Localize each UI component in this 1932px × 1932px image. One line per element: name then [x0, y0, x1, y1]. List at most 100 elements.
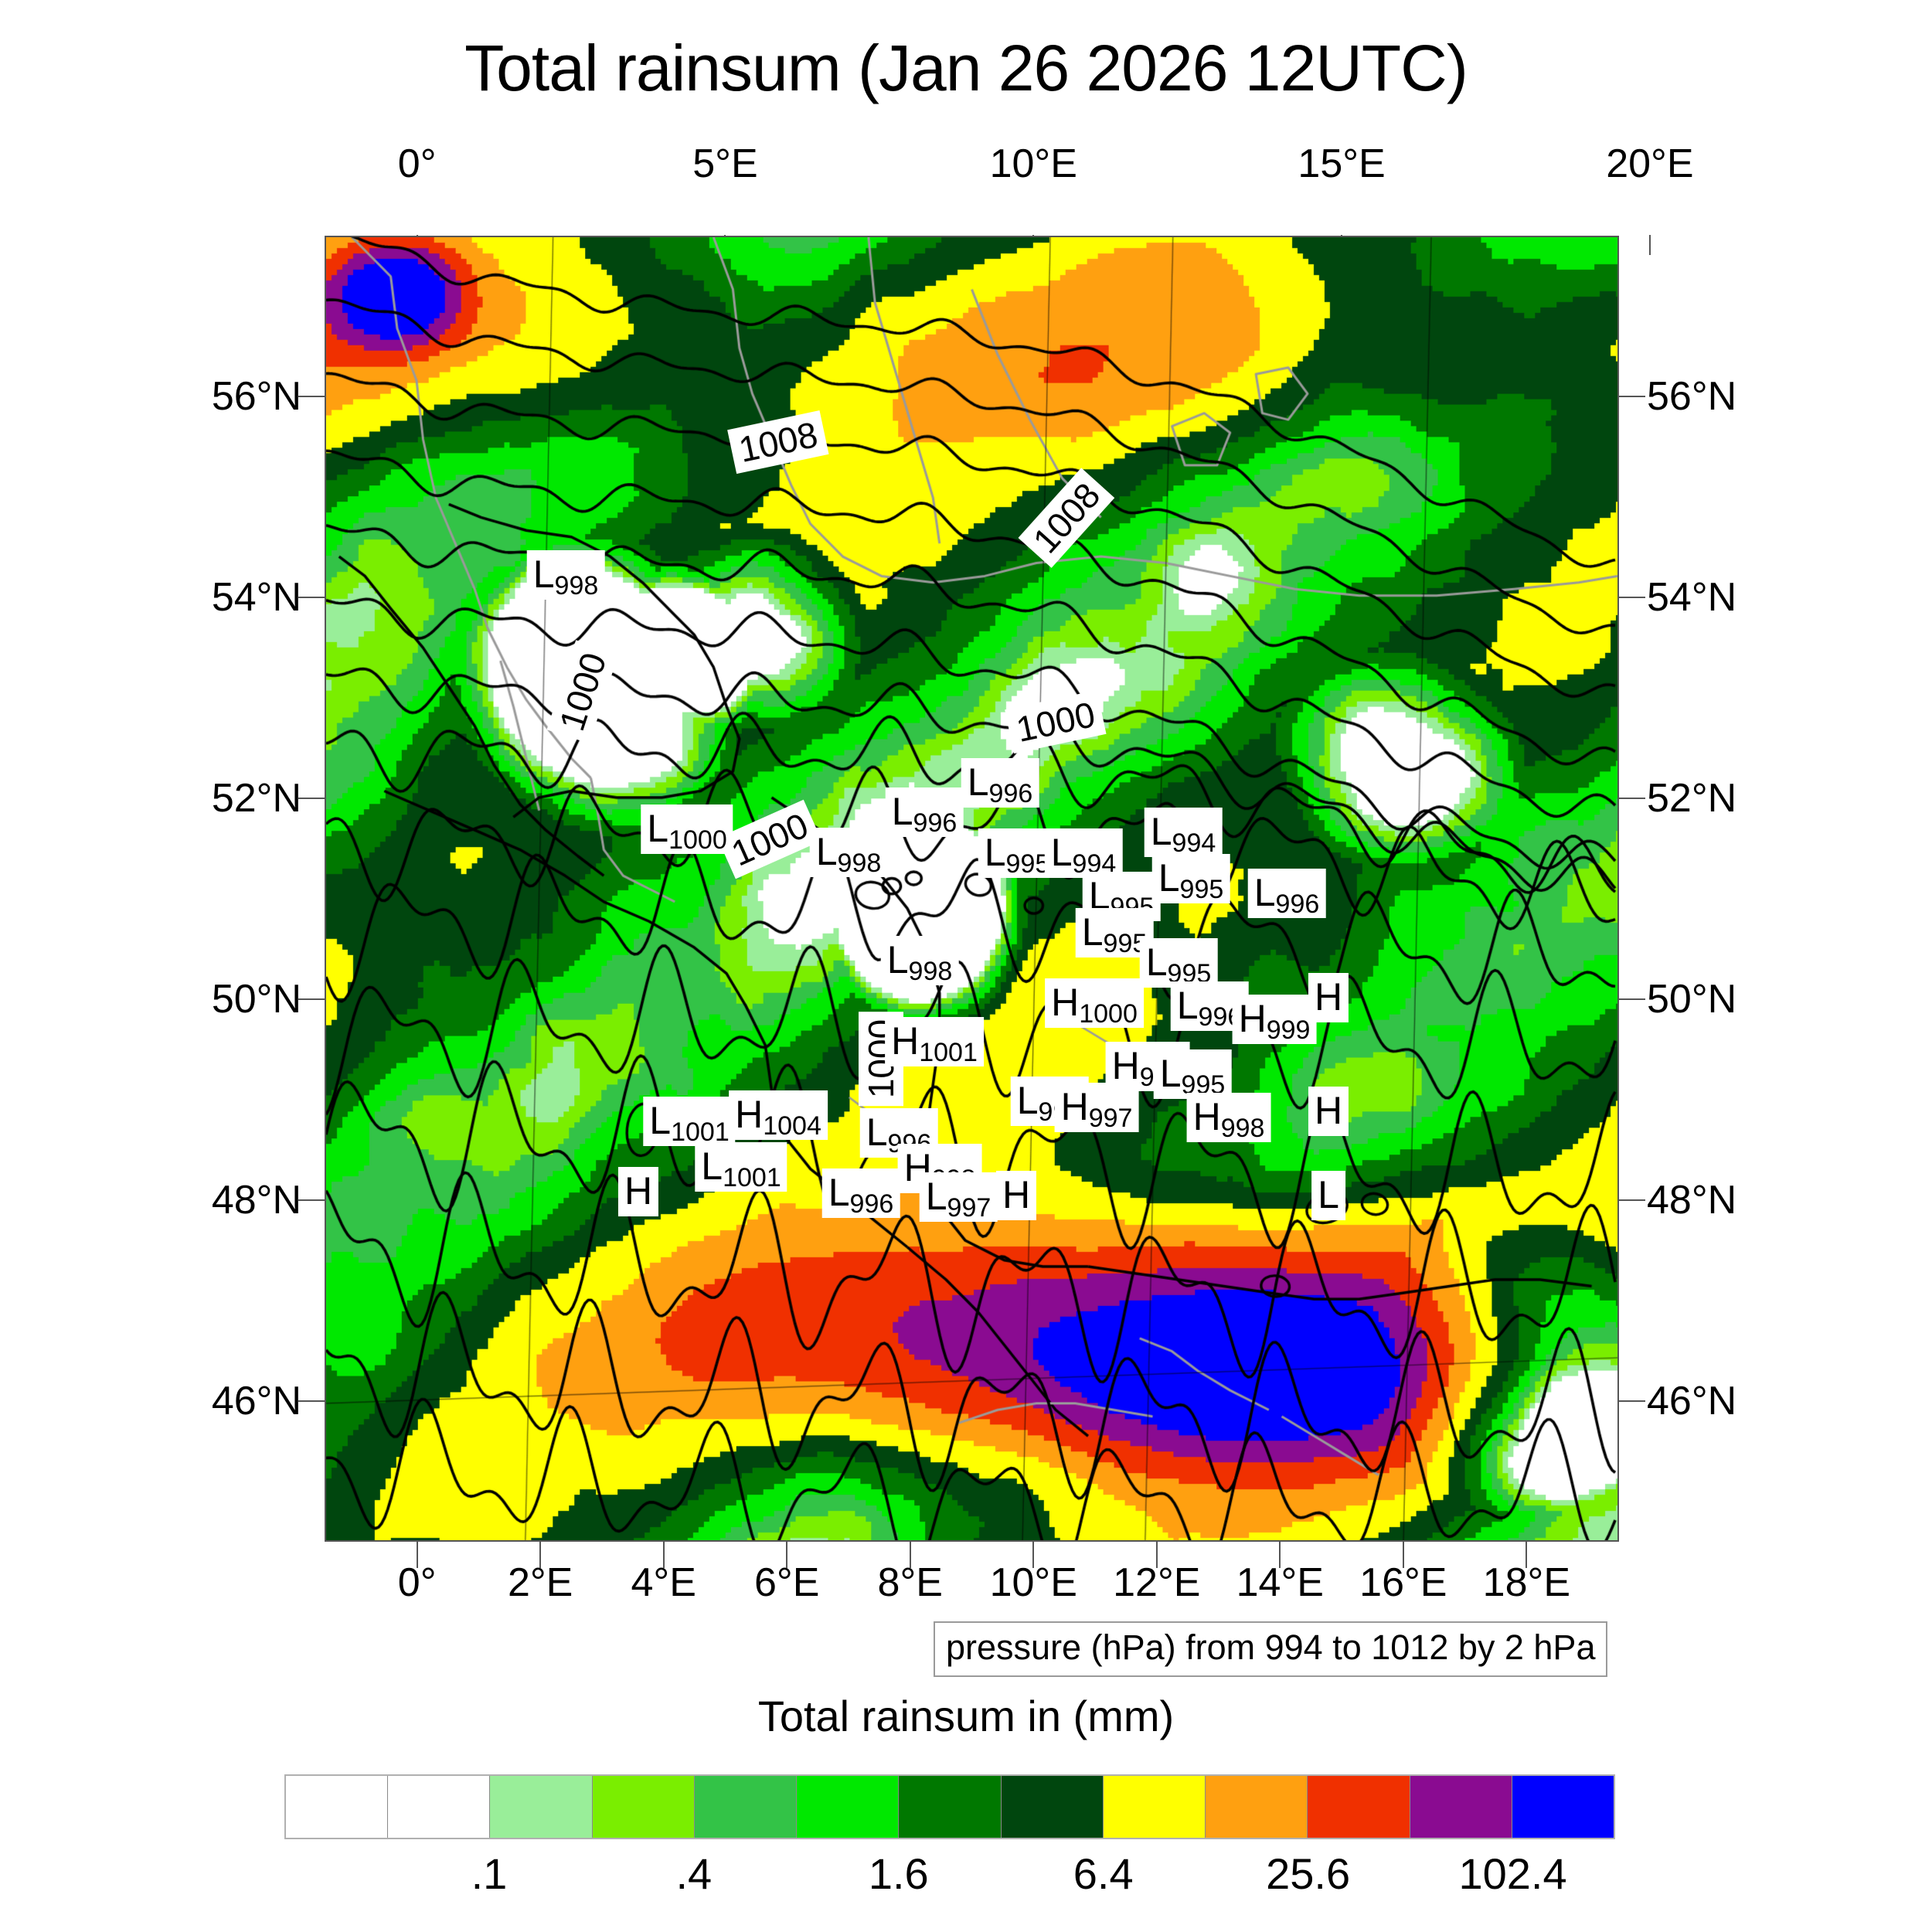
extremum-type: L — [1253, 871, 1276, 914]
axis-tick-right-2: 52°N — [1647, 776, 1737, 821]
tickmark-left-1 — [298, 597, 325, 598]
colorbar-segment-3[interactable] — [592, 1776, 695, 1838]
pressure-extremum-L996-c: L996 — [885, 787, 964, 838]
axis-tick-left-1: 54°N — [211, 575, 301, 620]
pressure-extremum-H998-e: H998 — [1186, 1093, 1271, 1143]
extremum-value: 1000 — [668, 825, 727, 855]
extremum-type: H — [891, 1019, 920, 1063]
pressure-extremum-L1001-a: L1001 — [643, 1097, 736, 1147]
extremum-type: L — [1145, 940, 1168, 984]
extremum-value: 998 — [1220, 1114, 1265, 1143]
colorbar-segment-12[interactable] — [1512, 1776, 1614, 1838]
pressure-extremum-H-edge-1: H — [1308, 973, 1349, 1022]
axis-tick-right-5: 46°N — [1647, 1379, 1737, 1423]
pressure-extremum-L996-ne: L996 — [961, 758, 1039, 808]
colorbar-segment-7[interactable] — [1001, 1776, 1104, 1838]
colorbar[interactable] — [284, 1774, 1615, 1839]
colorbar-segment-6[interactable] — [899, 1776, 1002, 1838]
extremum-type: L — [1158, 856, 1180, 900]
pressure-extremum-H1004-c: H1004 — [729, 1090, 828, 1140]
extremum-value: 996 — [913, 808, 957, 838]
page-title: Total rainsum (Jan 26 2026 12UTC) — [464, 32, 1468, 104]
extremum-value: 1001 — [671, 1117, 730, 1147]
colorbar-segment-2[interactable] — [490, 1776, 593, 1838]
extremum-type: L — [532, 553, 555, 596]
extremum-type: L — [815, 830, 838, 873]
extremum-type: L — [967, 760, 989, 804]
colorbar-tick-5: 102.4 — [1458, 1849, 1567, 1898]
tickmark-left-0 — [298, 396, 325, 397]
pressure-extremum-L994-e: L994 — [1144, 808, 1223, 858]
tickmark-right-1 — [1619, 597, 1645, 598]
tickmark-bottom-5 — [1032, 1542, 1035, 1568]
colorbar-segment-9[interactable] — [1206, 1776, 1308, 1838]
extremum-value: 999 — [1266, 1015, 1311, 1045]
extremum-type: H — [1192, 1095, 1221, 1138]
pressure-extremum-H-edge-2: H — [1308, 1087, 1349, 1136]
colorbar-segment-11[interactable] — [1410, 1776, 1512, 1838]
axis-tick-top-2: 10°E — [989, 141, 1077, 186]
extremum-value: 1001 — [723, 1163, 781, 1192]
extremum-type: L — [1050, 831, 1073, 874]
extremum-value: 995 — [1179, 875, 1224, 904]
extremum-value: 998 — [837, 849, 882, 878]
colorbar-segment-8[interactable] — [1103, 1776, 1206, 1838]
colorbar-segment-10[interactable] — [1308, 1776, 1410, 1838]
extremum-type: L — [1016, 1079, 1039, 1122]
pressure-extremum-L1000-w: L1000 — [641, 804, 733, 854]
map-plot-area[interactable]: 1008 1008 1000 1000 1000 1000 L998 L1000 L998 L99… — [325, 236, 1619, 1542]
tickmark-bottom-1 — [539, 1542, 542, 1568]
colorbar-segment-1[interactable] — [388, 1776, 491, 1838]
tickmark-left-3 — [298, 998, 325, 1000]
extremum-value: 1001 — [919, 1038, 978, 1067]
tickmark-bottom-3 — [786, 1542, 788, 1568]
extremum-value: 996 — [849, 1189, 894, 1219]
extremum-type: H — [1051, 981, 1080, 1024]
tickmark-right-3 — [1619, 998, 1645, 1000]
extremum-type: H — [735, 1093, 764, 1136]
colorbar-segment-5[interactable] — [797, 1776, 900, 1838]
extremum-type: H — [1238, 997, 1267, 1040]
pressure-contour-note: pressure (hPa) from 994 to 1012 by 2 hPa — [934, 1621, 1608, 1677]
extremum-type: H — [1111, 1044, 1140, 1087]
pressure-extremum-H999-e: H999 — [1232, 995, 1317, 1045]
pressure-extremum-H1001-c: H1001 — [885, 1017, 984, 1066]
colorbar-segment-4[interactable] — [694, 1776, 798, 1838]
extremum-type: L — [1176, 984, 1199, 1027]
extremum-value: 998 — [554, 571, 599, 600]
colorbar-tick-2: 1.6 — [868, 1849, 929, 1898]
extremum-type: H — [1002, 1173, 1031, 1216]
extremum-value: 996 — [988, 779, 1033, 808]
pressure-extremum-L998-s: L998 — [880, 936, 959, 985]
extremum-value: 995 — [1005, 849, 1050, 879]
extremum-value: 997 — [947, 1193, 992, 1223]
colorbar-segment-0[interactable] — [286, 1776, 389, 1838]
tickmark-bottom-7 — [1279, 1542, 1281, 1568]
pressure-extremum-L995-f: L995 — [1153, 1049, 1232, 1099]
axis-tick-right-4: 48°N — [1647, 1178, 1737, 1223]
extremum-type: L — [1081, 910, 1104, 954]
pressure-extremum-H997-b: H997 — [1054, 1083, 1139, 1132]
tickmark-bottom-0 — [416, 1542, 418, 1568]
tickmark-top-4 — [1648, 235, 1651, 255]
extremum-type: L — [649, 1099, 672, 1142]
tickmark-left-5 — [298, 1400, 325, 1402]
extremum-type: L — [1159, 1052, 1182, 1095]
tickmark-bottom-8 — [1402, 1542, 1404, 1568]
tickmark-right-2 — [1619, 798, 1645, 799]
pressure-extremum-H1000-s: H1000 — [1045, 978, 1144, 1028]
extremum-value: 994 — [1172, 828, 1216, 858]
pressure-extremum-L998-c: L998 — [809, 828, 888, 878]
pressure-extremum-L996-e: L996 — [1247, 869, 1326, 918]
tickmark-left-4 — [298, 1199, 325, 1201]
axis-tick-left-2: 52°N — [211, 776, 301, 821]
extremum-type: L — [984, 831, 1006, 874]
tickmark-right-5 — [1619, 1400, 1645, 1402]
axis-tick-right-3: 50°N — [1647, 977, 1737, 1022]
pressure-extremum-L994-a: L994 — [1044, 828, 1123, 878]
pressure-extremum-L995-a: L995 — [978, 828, 1056, 878]
extremum-type: L — [828, 1171, 850, 1214]
pressure-extremum-L-bot-3: L — [1311, 1171, 1345, 1220]
axis-tick-top-4: 20°E — [1606, 141, 1694, 186]
tickmark-right-4 — [1619, 1199, 1645, 1201]
